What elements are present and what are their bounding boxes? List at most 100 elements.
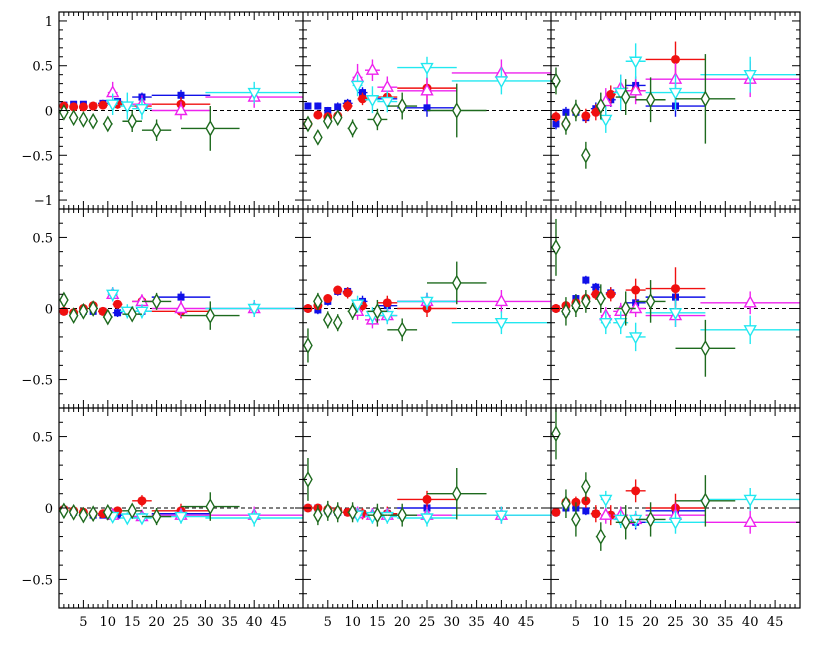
marker-cyan [494, 510, 509, 523]
marker-red [323, 294, 333, 304]
marker-cyan [120, 513, 135, 526]
marker-red [382, 298, 392, 308]
marker-cyan [350, 299, 365, 312]
marker-green [102, 115, 113, 133]
marker-cyan [494, 76, 509, 89]
panel-data [303, 458, 551, 527]
y-tick-label: 0.5 [32, 231, 53, 246]
marker-blue [114, 309, 122, 317]
marker-green [59, 502, 69, 520]
marker-cyan [420, 513, 434, 526]
marker-cyan [494, 318, 509, 331]
marker-green [561, 495, 571, 513]
marker-red [422, 494, 432, 504]
marker-red [631, 285, 641, 295]
panel-r2-c0 [59, 407, 303, 608]
marker-green [620, 513, 631, 531]
panel-r2-c1 [303, 407, 551, 608]
marker-magenta [494, 293, 509, 307]
x-tick-label: 30 [692, 615, 709, 630]
marker-red [581, 111, 591, 121]
panel-data [59, 81, 303, 151]
x-tick-label: 5 [572, 615, 580, 630]
panel-data [59, 492, 303, 527]
marker-green [397, 97, 408, 115]
panel-data [59, 286, 303, 330]
marker-blue [334, 103, 342, 111]
marker-magenta [420, 83, 434, 96]
x-tick-label: 20 [642, 615, 659, 630]
x-tick-label: 40 [246, 615, 263, 630]
y-tick-label: 0.5 [32, 431, 53, 446]
marker-cyan [135, 104, 149, 117]
x-tick-label: 45 [518, 615, 535, 630]
marker-green [347, 302, 358, 320]
marker-green [205, 119, 216, 137]
x-tick-label: 25 [173, 615, 190, 630]
marker-cyan [628, 332, 643, 345]
marker-red [343, 288, 353, 298]
marker-green [78, 302, 89, 320]
x-tick-label: 10 [100, 615, 117, 630]
panel-data [551, 41, 800, 169]
marker-magenta [365, 62, 380, 75]
marker-green [581, 146, 591, 164]
marker-green [645, 511, 656, 528]
marker-green [645, 91, 656, 109]
panel-r1-c2 [551, 208, 800, 408]
marker-green [127, 502, 138, 520]
marker-green [205, 498, 216, 515]
marker-blue [423, 104, 431, 112]
marker-green [700, 492, 711, 510]
marker-green [59, 291, 69, 309]
marker-green [451, 274, 462, 292]
x-tick-label: 25 [667, 615, 684, 630]
marker-cyan [628, 56, 643, 69]
y-tick-label: 0 [45, 303, 53, 318]
panel-r1-c1 [303, 208, 551, 408]
marker-green [102, 503, 113, 521]
marker-green [322, 311, 333, 329]
marker-blue [177, 91, 185, 99]
marker-red [88, 101, 98, 111]
marker-green [561, 302, 571, 320]
marker-green [595, 290, 606, 307]
marker-green [127, 112, 138, 130]
plot-frame [58, 11, 801, 609]
marker-blue [562, 108, 570, 116]
marker-cyan [599, 494, 613, 507]
panel-r0-c2 [551, 11, 800, 210]
marker-green [581, 292, 591, 310]
marker-green [372, 506, 383, 524]
marker-magenta [174, 103, 188, 116]
marker-green [127, 305, 138, 323]
marker-red [113, 299, 123, 309]
x-tick-label: 40 [493, 615, 510, 630]
marker-red [591, 509, 601, 519]
marker-green [78, 506, 89, 524]
marker-cyan [380, 96, 395, 109]
marker-green [303, 471, 313, 488]
marker-cyan [614, 318, 628, 331]
x-tick-label: 45 [270, 615, 287, 630]
x-tick-label: 15 [617, 615, 634, 630]
marker-blue [582, 276, 590, 284]
marker-green [397, 321, 408, 339]
x-tick-label: 10 [344, 615, 361, 630]
marker-blue [304, 102, 312, 110]
y-tick-label: −0.5 [21, 374, 53, 389]
marker-green [372, 111, 383, 128]
marker-cyan [120, 101, 135, 114]
marker-green [620, 300, 631, 317]
marker-green [88, 300, 98, 317]
marker-magenta [743, 295, 757, 308]
y-tick-label: 0 [45, 502, 53, 517]
marker-green [347, 503, 358, 521]
marker-cyan [628, 514, 643, 527]
x-tick-label: 25 [419, 615, 436, 630]
marker-green [700, 90, 711, 108]
marker-magenta [599, 507, 613, 520]
marker-red [59, 306, 69, 316]
marker-cyan [743, 325, 757, 338]
